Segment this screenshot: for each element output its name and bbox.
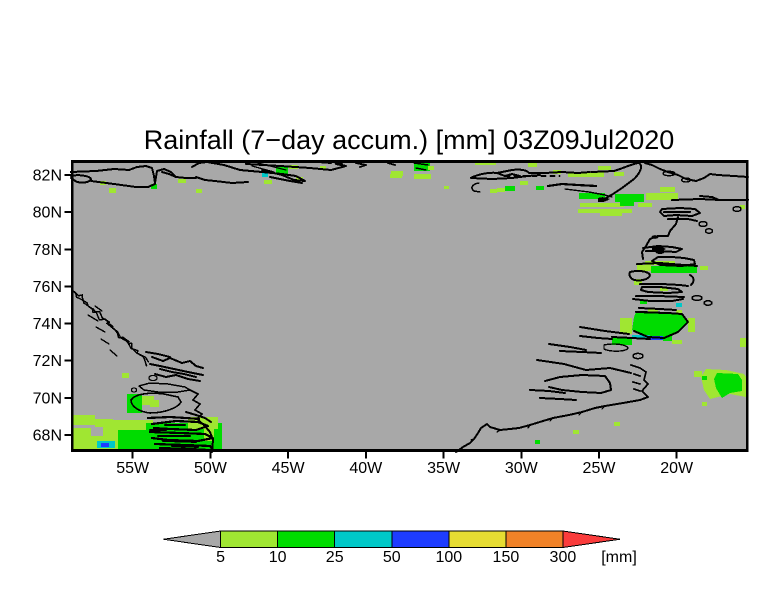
svg-text:Rainfall (7−day accum.) [mm] 0: Rainfall (7−day accum.) [mm] 03Z09Jul202… — [144, 125, 675, 155]
svg-text:25: 25 — [326, 549, 344, 566]
svg-text:40W: 40W — [349, 460, 383, 477]
svg-text:150: 150 — [493, 549, 520, 566]
svg-text:78N: 78N — [33, 242, 62, 259]
svg-text:20W: 20W — [660, 460, 694, 477]
svg-text:50: 50 — [383, 549, 401, 566]
svg-text:50W: 50W — [194, 460, 228, 477]
svg-text:82N: 82N — [33, 168, 62, 185]
svg-text:25W: 25W — [583, 460, 617, 477]
svg-text:80N: 80N — [33, 205, 62, 222]
svg-text:30W: 30W — [505, 460, 539, 477]
svg-text:300: 300 — [550, 549, 577, 566]
svg-text:74N: 74N — [33, 316, 62, 333]
svg-text:68N: 68N — [33, 428, 62, 445]
svg-text:100: 100 — [435, 549, 462, 566]
svg-text:5: 5 — [216, 549, 225, 566]
svg-text:76N: 76N — [33, 279, 62, 296]
svg-text:72N: 72N — [33, 353, 62, 370]
svg-text:45W: 45W — [272, 460, 306, 477]
svg-text:[mm]: [mm] — [601, 549, 637, 566]
svg-text:10: 10 — [269, 549, 287, 566]
svg-text:35W: 35W — [427, 460, 461, 477]
svg-text:55W: 55W — [116, 460, 150, 477]
svg-text:70N: 70N — [33, 390, 62, 407]
